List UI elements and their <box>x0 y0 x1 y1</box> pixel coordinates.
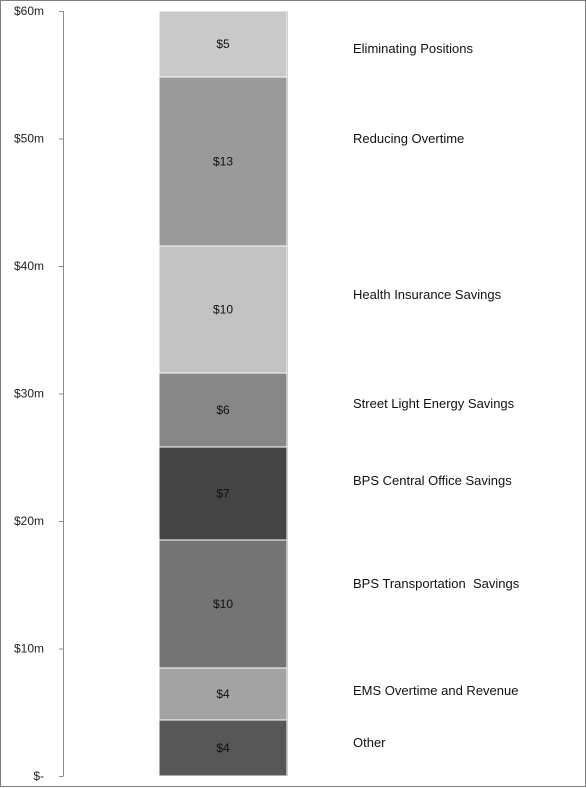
y-tick-label: $- <box>33 769 44 783</box>
data-label: $4 <box>216 687 230 701</box>
y-tick-label: $40m <box>14 259 44 273</box>
category-label: Reducing Overtime <box>353 131 464 146</box>
category-label: Other <box>353 735 386 750</box>
bar-segment <box>158 245 288 374</box>
data-label: $10 <box>213 303 233 317</box>
bar-segment <box>158 539 288 669</box>
category-label: Eliminating Positions <box>353 41 473 56</box>
y-tick-label: $20m <box>14 514 44 528</box>
bar-segment <box>158 719 288 777</box>
data-label: $10 <box>213 597 233 611</box>
data-label: $4 <box>216 741 230 755</box>
data-label: $7 <box>216 487 230 501</box>
bar-segment <box>158 667 288 721</box>
category-label: Health Insurance Savings <box>353 287 502 302</box>
y-tick-label: $10m <box>14 642 44 656</box>
category-label: Street Light Energy Savings <box>353 396 515 411</box>
category-label: EMS Overtime and Revenue <box>353 683 518 698</box>
bar-segment <box>158 10 288 78</box>
data-label: $13 <box>213 155 233 169</box>
data-label: $5 <box>216 37 230 51</box>
stacked-bar: $4 $4 $10 $7 $6 $10 $13 $5 <box>158 10 288 777</box>
y-tick-label: $50m <box>14 132 44 146</box>
data-label: $6 <box>216 403 230 417</box>
y-axis: $- $10m $20m $30m $40m $50m $60m <box>14 4 64 783</box>
category-labels: Other EMS Overtime and Revenue BPS Transpo… <box>353 41 520 750</box>
y-tick-label: $60m <box>14 4 44 18</box>
y-tick-label: $30m <box>14 387 44 401</box>
category-label: BPS Central Office Savings <box>353 473 512 488</box>
category-label: BPS Transportation Savings <box>353 576 520 591</box>
